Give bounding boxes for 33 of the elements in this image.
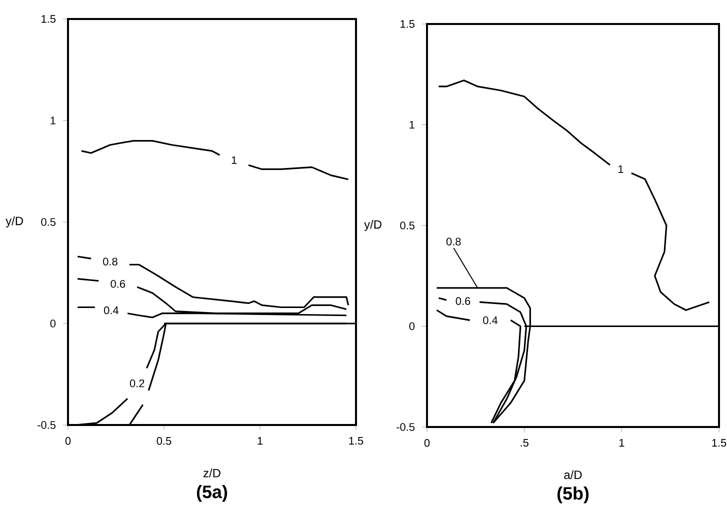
x-tick-label: 1 bbox=[619, 439, 624, 447]
x-axis-title: a/D bbox=[564, 470, 582, 480]
series-label: 1 bbox=[618, 165, 624, 173]
text: (5b) bbox=[557, 486, 589, 504]
series-label: 0.8 bbox=[103, 258, 118, 266]
series-label: 0.4 bbox=[483, 316, 498, 324]
y-tick-label: 1.5 bbox=[400, 20, 414, 28]
y-tick-label: -0.5 bbox=[38, 421, 56, 429]
series-label: 0.4 bbox=[104, 306, 119, 314]
text: 0.8 bbox=[446, 238, 461, 246]
x-tick-label: 0 bbox=[65, 437, 71, 445]
x-axis-title: z/D bbox=[204, 468, 220, 478]
x-tick-label: 1 bbox=[258, 437, 263, 445]
y-tick-label: 1 bbox=[50, 116, 56, 124]
y-tick-label: 1.5 bbox=[42, 15, 56, 23]
x-tick-label: 0 bbox=[424, 439, 430, 447]
y-axis-title: y/D bbox=[364, 220, 382, 232]
y-tick-label: -0.5 bbox=[396, 423, 414, 431]
y-tick-label: 0 bbox=[409, 322, 415, 330]
y-tick-label: 0.5 bbox=[41, 218, 56, 226]
series-label: 0.6 bbox=[456, 297, 470, 305]
series-label: 1 bbox=[232, 156, 237, 164]
y-tick-label: 0.5 bbox=[400, 222, 414, 230]
x-tick-label: .5 bbox=[520, 439, 528, 447]
x-tick-label: 0.5 bbox=[156, 437, 172, 445]
series-label: 0.6 bbox=[110, 280, 126, 288]
y-tick-label: 0 bbox=[50, 320, 56, 328]
x-tick-label: 1.5 bbox=[349, 437, 364, 445]
series-label: 0.2 bbox=[130, 380, 144, 388]
text: (5a) bbox=[196, 485, 228, 502]
y-tick-label: 1 bbox=[410, 120, 414, 129]
x-tick-label: 1.5 bbox=[712, 439, 726, 447]
y-axis-title: y/D bbox=[6, 216, 23, 228]
